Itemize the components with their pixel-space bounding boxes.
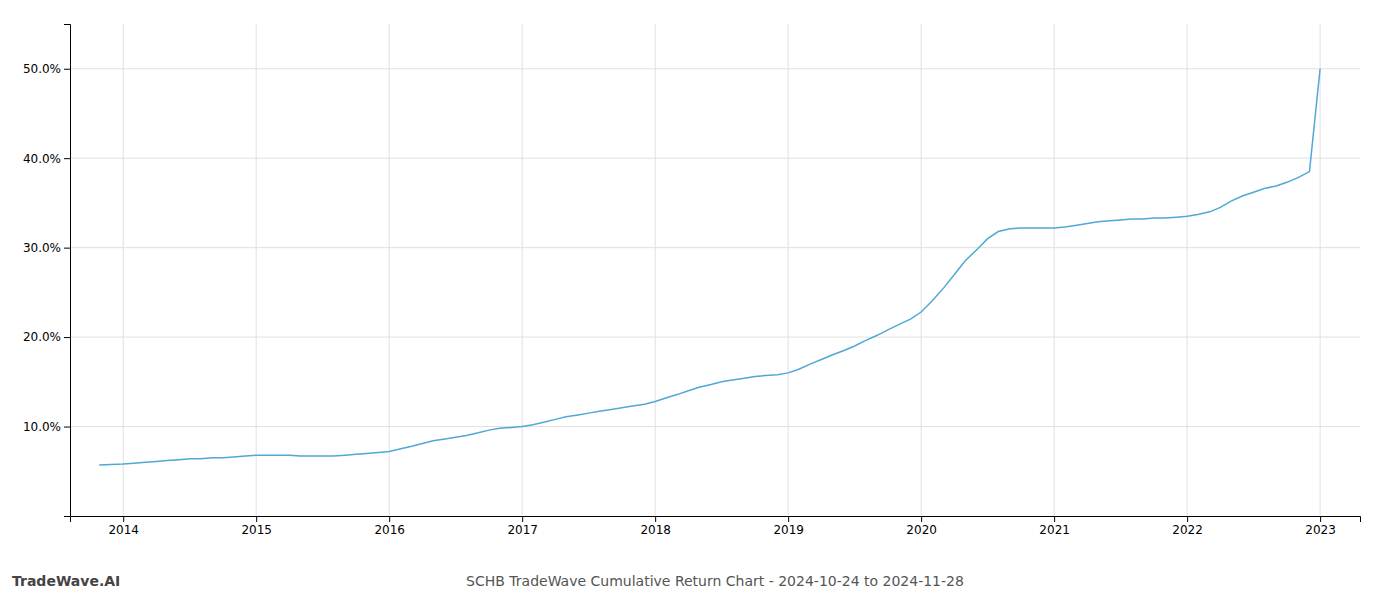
y-tick-mark [64,158,70,159]
x-tick-label: 2023 [1305,523,1336,537]
grid-line-x [256,24,257,516]
x-tick-label: 2015 [241,523,272,537]
grid-line-x [123,24,124,516]
y-tick-label: 20.0% [23,330,61,344]
x-tick-mark [256,516,257,522]
x-tick: 2021 [1039,516,1070,537]
grid-line-x [655,24,656,516]
x-axis-line [71,517,1361,523]
x-tick: 2019 [773,516,804,537]
grid [70,24,1360,516]
x-tick: 2017 [507,516,538,537]
x-axis: 2014 2015 2016 2017 2018 2019 2020 2021 2022 2023 [71,516,1361,537]
x-tick-label: 2014 [108,523,139,537]
grid-line-x [389,24,390,516]
grid-line-x [1320,24,1321,516]
line [99,69,1320,465]
y-tick: 20.0% [23,330,70,344]
y-tick-mark [64,248,70,249]
title: SCHB TradeWave Cumulative Return Chart -… [466,573,964,589]
x-tick-label: 2019 [773,523,804,537]
grid-line-x [1054,24,1055,516]
x-tick-mark [389,516,390,522]
x-tick-mark [1054,516,1055,522]
x-tick: 2023 [1305,516,1336,537]
x-tick: 2018 [640,516,671,537]
grid-line-x [788,24,789,516]
y-tick-mark [64,427,70,428]
x-tick: 2016 [374,516,405,537]
x-tick-mark [1187,516,1188,522]
grid-line-y [70,68,1360,69]
x-tick-label: 2016 [374,523,405,537]
x-tick-mark [788,516,789,522]
grid-line-x [1187,24,1188,516]
grid-line-y [70,247,1360,248]
grid-line-y [70,337,1360,338]
x-tick-mark [522,516,523,522]
y-axis-line [64,25,71,517]
chart: 2014 2015 2016 2017 2018 2019 2020 2021 2022 2023… [0,0,1400,600]
y-tick-label: 10.0% [23,420,61,434]
y-axis: 10.0% 20.0% 30.0% 40.0% 50.0% [23,25,71,517]
grid-line-y [70,426,1360,427]
grid-line-x [522,24,523,516]
x-tick: 2022 [1172,516,1203,537]
x-tick: 2015 [241,516,272,537]
y-tick: 10.0% [23,420,70,434]
y-tick-label: 50.0% [23,62,61,76]
y-tick-mark [64,69,70,70]
x-tick-mark [123,516,124,522]
x-tick: 2014 [108,516,139,537]
grid-line-y [70,158,1360,159]
grid-line-x [921,24,922,516]
x-tick-mark [1320,516,1321,522]
x-tick-mark [655,516,656,522]
x-tick-mark [921,516,922,522]
y-tick-mark [64,337,70,338]
x-tick-label: 2022 [1172,523,1203,537]
x-tick-label: 2017 [507,523,538,537]
y-tick: 50.0% [23,62,70,76]
x-tick: 2020 [906,516,937,537]
x-tick-label: 2020 [906,523,937,537]
y-tick: 40.0% [23,152,70,166]
watermark: TradeWave.AI [12,573,120,589]
y-tick-label: 40.0% [23,152,61,166]
x-tick-label: 2018 [640,523,671,537]
y-tick-label: 30.0% [23,241,61,255]
plot-area [99,69,1320,465]
y-tick: 30.0% [23,241,70,255]
x-tick-label: 2021 [1039,523,1070,537]
